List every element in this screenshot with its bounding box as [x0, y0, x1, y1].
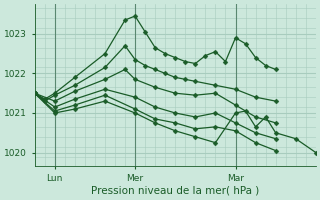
- X-axis label: Pression niveau de la mer( hPa ): Pression niveau de la mer( hPa ): [91, 186, 260, 196]
